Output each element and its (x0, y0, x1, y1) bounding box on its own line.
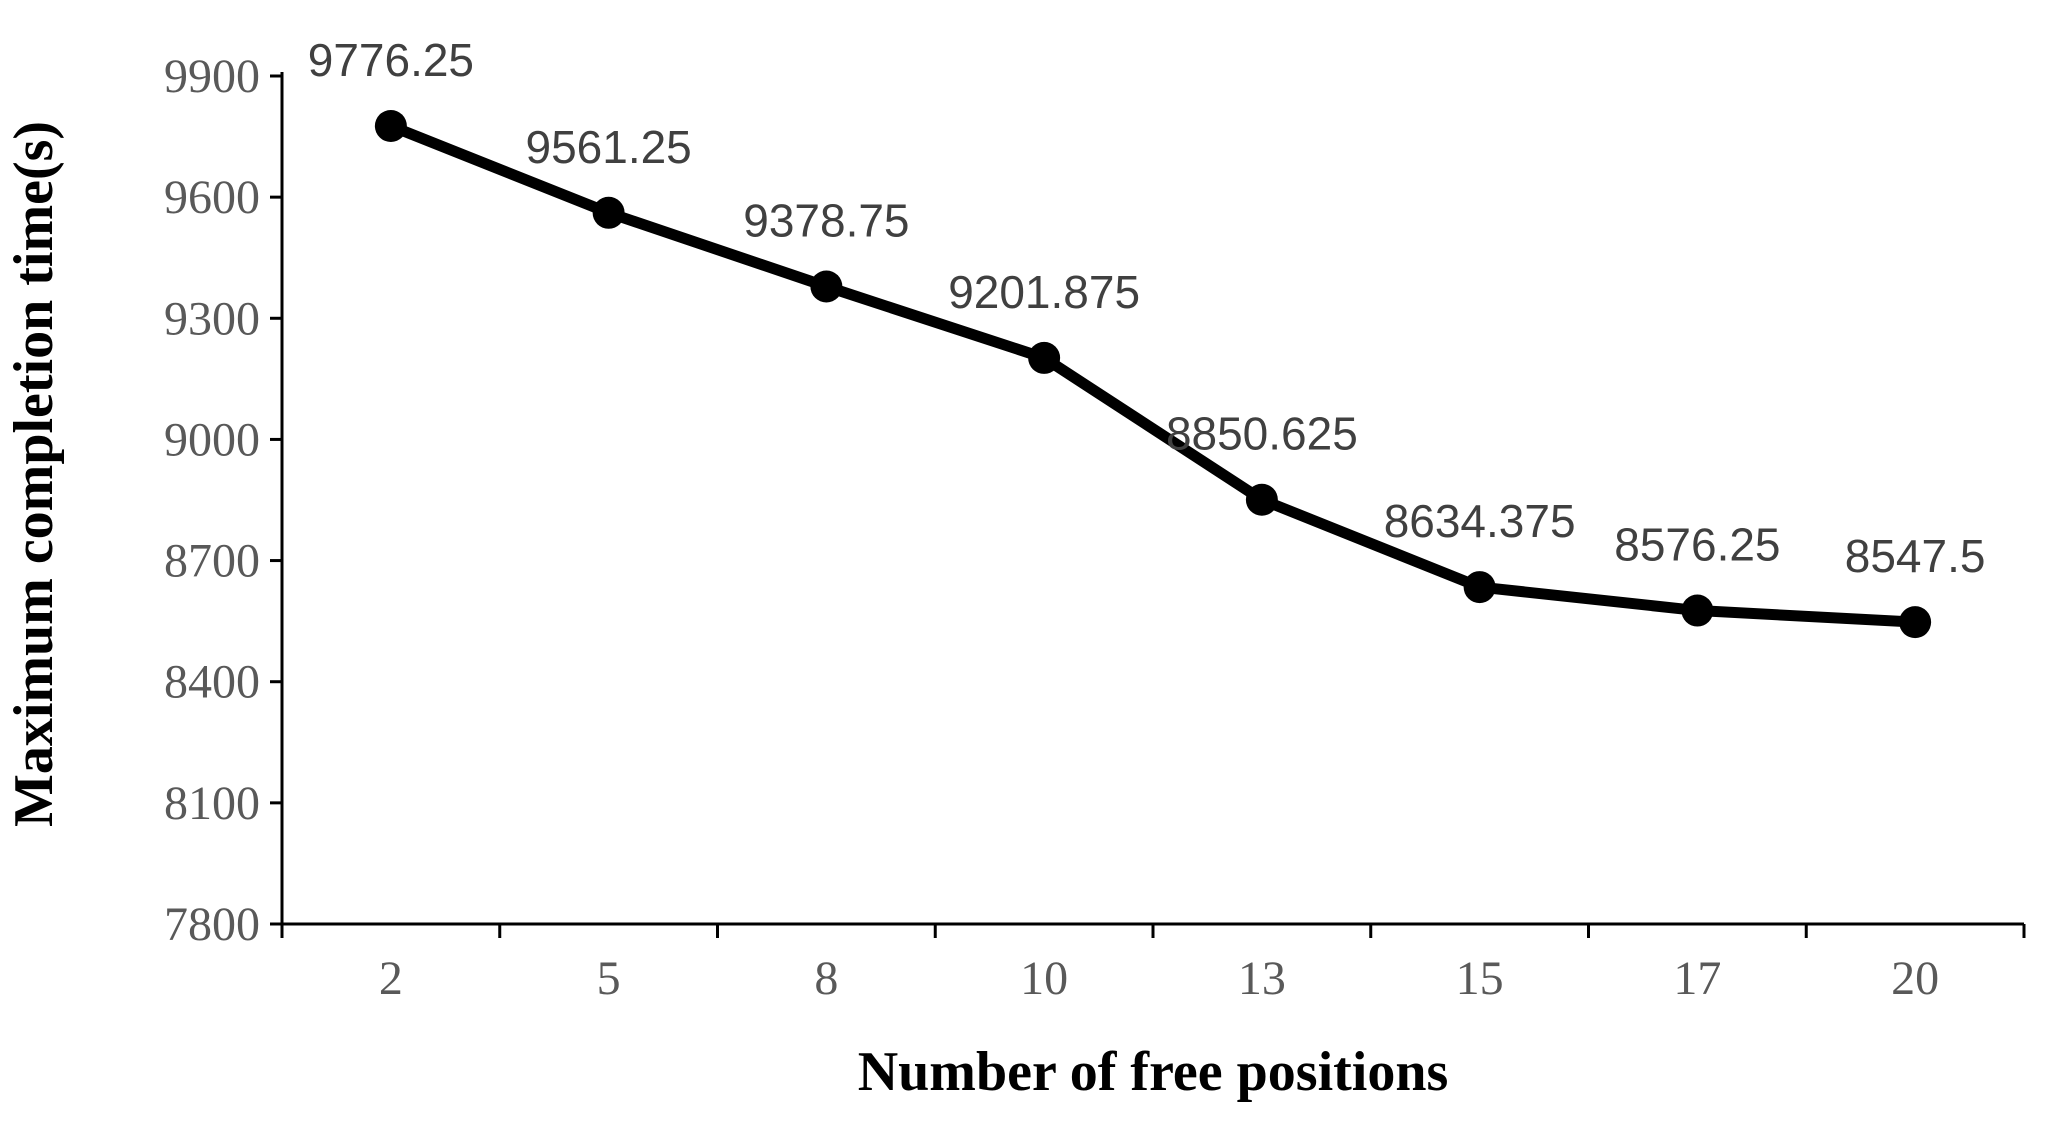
data-label: 9201.875 (948, 266, 1140, 318)
x-tick-label: 17 (1673, 952, 1721, 1005)
x-axis-title: Number of free positions (858, 1041, 1449, 1103)
tick-labels: 7800 8100 8400 8700 9000 9300 9600 9900 2 5 8 10 13 1… (164, 50, 1939, 1005)
data-label: 8634.375 (1384, 495, 1576, 547)
x-tick-label: 20 (1891, 952, 1939, 1005)
data-point (810, 270, 843, 303)
x-tick-label: 10 (1020, 952, 1068, 1005)
data-label: 8576.25 (1614, 519, 1780, 571)
data-point (1681, 594, 1714, 627)
data-label: 9776.25 (308, 34, 474, 86)
data-point (1245, 483, 1278, 516)
y-tick-label: 9900 (164, 50, 260, 103)
x-tick-label: 2 (379, 952, 403, 1005)
y-tick-label: 8100 (164, 777, 260, 830)
x-tick-label: 15 (1456, 952, 1504, 1005)
y-tick-label: 9300 (164, 292, 260, 345)
data-point (1028, 341, 1061, 374)
x-tick-label: 8 (814, 952, 838, 1005)
y-tick-label: 8700 (164, 535, 260, 588)
data-label: 8850.625 (1166, 408, 1358, 460)
data-label: 9378.75 (743, 194, 909, 246)
data-labels: 9776.25 9561.25 9378.75 9201.875 8850.625 863… (308, 34, 1986, 582)
series (374, 109, 1932, 639)
data-point (592, 196, 625, 229)
y-tick-label: 9600 (164, 171, 260, 224)
data-label: 8547.5 (1845, 530, 1986, 582)
data-point (1463, 571, 1496, 604)
data-point (1899, 606, 1932, 639)
series-line (385, 120, 1921, 628)
y-tick-label: 9000 (164, 413, 260, 466)
data-label: 9561.25 (525, 121, 691, 173)
y-axis-title: Maximum completion time(s) (3, 121, 65, 827)
axes (270, 72, 2026, 938)
x-tick-label: 13 (1238, 952, 1286, 1005)
y-tick-label: 7800 (164, 898, 260, 951)
x-tick-label: 5 (597, 952, 621, 1005)
y-tick-label: 8400 (164, 656, 260, 709)
data-point (374, 109, 407, 142)
